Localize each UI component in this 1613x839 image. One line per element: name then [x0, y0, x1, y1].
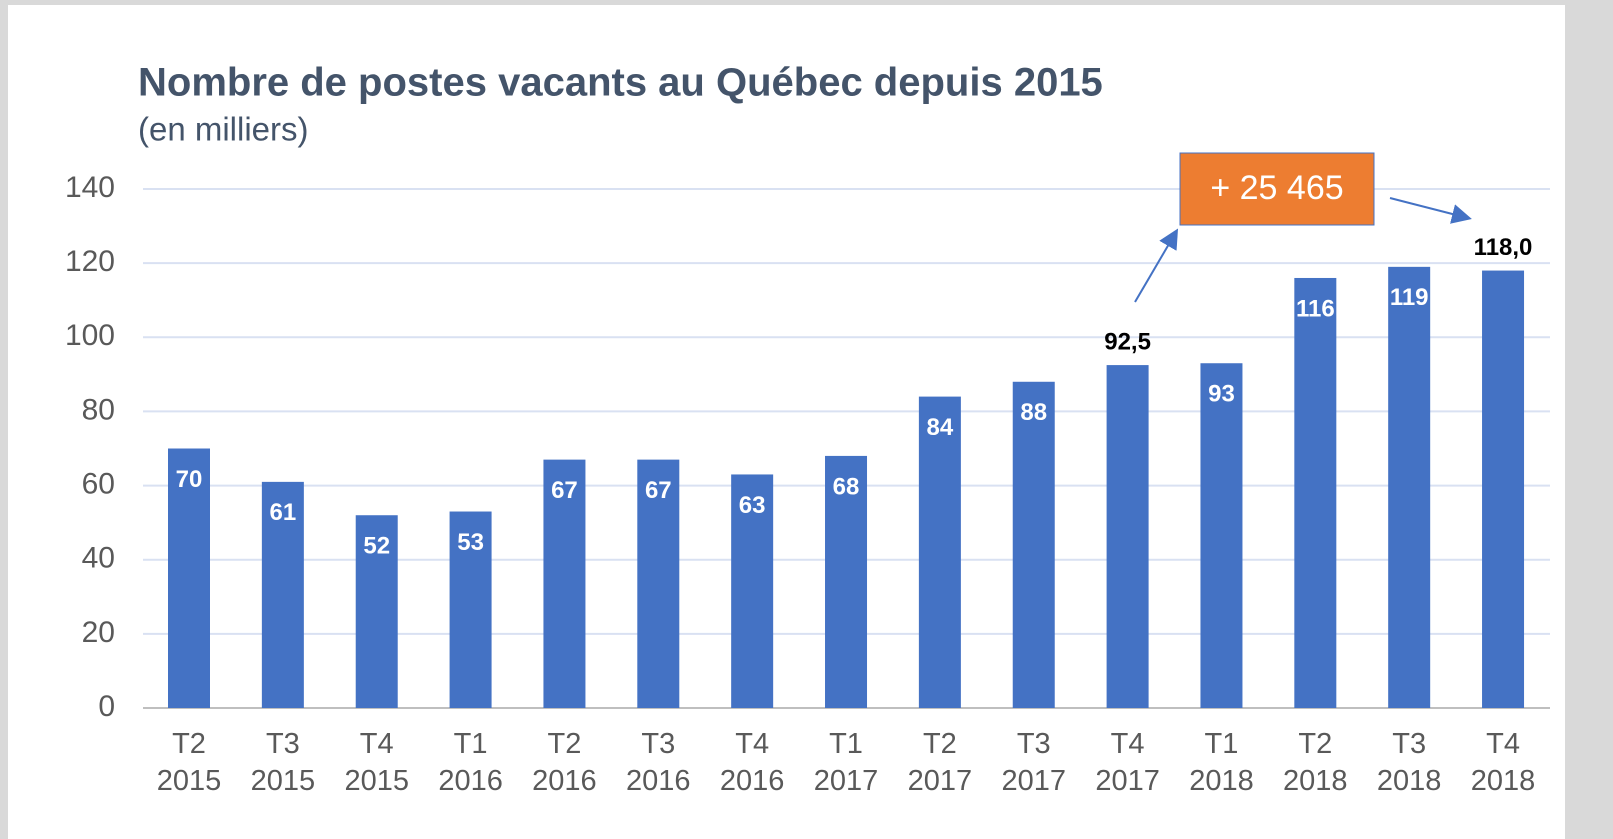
x-tick-line: 2017	[814, 765, 879, 797]
data-label: 68	[833, 473, 860, 500]
chart-title: Nombre de postes vacants au Québec depui…	[138, 61, 1103, 105]
x-tick-line: T3	[641, 728, 675, 760]
x-tick-line: 2015	[157, 765, 222, 797]
annotation-box	[1179, 152, 1375, 226]
bar	[168, 448, 210, 708]
x-tick-line: T2	[548, 728, 582, 760]
x-tick-line: 2017	[1095, 765, 1160, 797]
x-tick-label: T1 2017	[814, 728, 879, 797]
data-label: 92,5	[1104, 328, 1151, 355]
bar	[355, 515, 398, 708]
chart-subtitle: (en milliers)	[138, 111, 309, 148]
data-label: 118,0	[1474, 234, 1533, 261]
bar	[1388, 266, 1431, 708]
x-tick-label: T4 2016	[720, 728, 785, 797]
x-tick-line: T2	[1298, 728, 1332, 760]
y-tick-label: 120	[65, 245, 115, 278]
x-tick-label: T3 2018	[1377, 728, 1442, 797]
x-tick-line: 2015	[251, 765, 316, 797]
bar	[543, 459, 586, 708]
arrow	[1134, 228, 1179, 303]
data-label: 52	[363, 533, 390, 560]
x-tick-line: T3	[266, 728, 300, 760]
x-tick-line: T4	[735, 728, 769, 760]
bar	[1200, 363, 1243, 708]
x-tick-line: T4	[1111, 728, 1145, 760]
x-tick-line: T1	[454, 728, 488, 760]
y-tick-label: 0	[98, 690, 115, 723]
y-tick-label: 20	[82, 616, 115, 649]
x-tick-line: 2016	[438, 765, 503, 797]
x-tick-label: T2 2017	[908, 728, 973, 797]
x-tick-line: T3	[1392, 728, 1426, 760]
x-tick-label: T2 2018	[1283, 728, 1348, 797]
bar	[731, 474, 774, 708]
x-tick-line: 2015	[344, 765, 409, 797]
y-tick-label: 60	[82, 467, 115, 500]
x-tick-line: T4	[1486, 728, 1520, 760]
data-label: 67	[645, 477, 672, 504]
x-tick-line: T2	[172, 728, 206, 760]
data-label: 93	[1208, 381, 1235, 408]
bar	[1482, 270, 1525, 708]
x-tick-line: 2016	[626, 765, 691, 797]
bar	[637, 459, 680, 708]
x-tick-label: T1 2016	[438, 728, 503, 797]
data-label: 88	[1020, 399, 1047, 426]
arrow	[1389, 197, 1472, 224]
x-tick-label: T1 2018	[1189, 728, 1254, 797]
x-tick-label: T3 2017	[1001, 728, 1066, 797]
data-label: 61	[270, 499, 297, 526]
x-tick-line: 2018	[1189, 765, 1254, 797]
x-tick-line: 2016	[532, 765, 597, 797]
x-tick-line: 2017	[1001, 765, 1066, 797]
data-label: 84	[927, 414, 954, 441]
x-tick-line: T4	[360, 728, 394, 760]
data-label: 119	[1390, 284, 1429, 311]
data-label: 70	[176, 466, 203, 493]
bar	[1106, 365, 1149, 708]
x-tick-line: T2	[923, 728, 957, 760]
bar	[918, 396, 961, 708]
x-tick-line: 2018	[1471, 765, 1536, 797]
x-tick-line: 2018	[1283, 765, 1348, 797]
x-tick-line: T1	[1205, 728, 1239, 760]
x-tick-label: T2 2015	[157, 728, 222, 797]
bar	[1012, 381, 1055, 708]
y-tick-label: 140	[65, 171, 115, 204]
x-tick-label: T3 2015	[251, 728, 316, 797]
bar	[261, 481, 304, 708]
x-tick-label: T2 2016	[532, 728, 597, 797]
x-tick-label: T3 2016	[626, 728, 691, 797]
data-label: 116	[1296, 295, 1335, 322]
x-tick-label: T4 2018	[1471, 728, 1536, 797]
x-tick-line: 2016	[720, 765, 785, 797]
x-tick-label: T4 2017	[1095, 728, 1160, 797]
x-tick-line: 2018	[1377, 765, 1442, 797]
x-tick-line: T1	[829, 728, 863, 760]
bar	[825, 455, 868, 708]
y-tick-label: 80	[82, 393, 115, 426]
x-tick-line: T3	[1017, 728, 1051, 760]
y-tick-label: 40	[82, 542, 115, 575]
bar	[1294, 277, 1337, 708]
x-tick-line: 2017	[908, 765, 973, 797]
data-label: 67	[551, 477, 578, 504]
x-tick-label: T4 2015	[344, 728, 409, 797]
bar	[449, 511, 492, 708]
data-label: 53	[457, 529, 484, 556]
y-tick-label: 100	[65, 319, 115, 352]
annotation: + 25 465	[1210, 169, 1343, 207]
data-label: 63	[739, 492, 766, 519]
